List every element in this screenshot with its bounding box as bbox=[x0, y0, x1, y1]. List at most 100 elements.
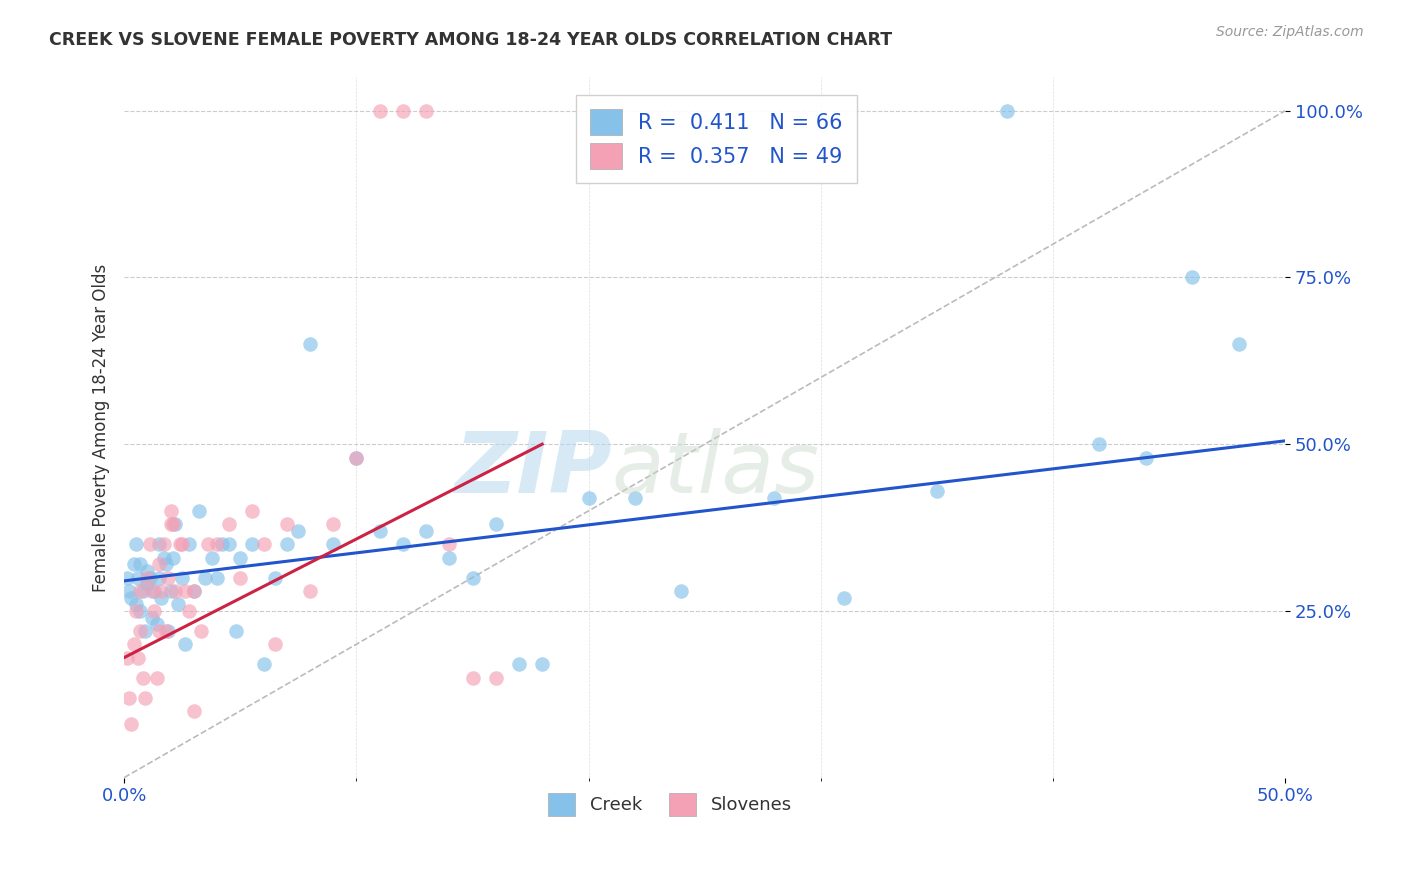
Point bbox=[197, 537, 219, 551]
Point bbox=[183, 704, 205, 718]
Point bbox=[1135, 450, 1157, 465]
Point bbox=[995, 103, 1018, 118]
Point bbox=[165, 583, 187, 598]
Point bbox=[179, 604, 201, 618]
Point bbox=[578, 491, 600, 505]
Point bbox=[531, 657, 554, 672]
Point bbox=[240, 504, 263, 518]
Point bbox=[162, 550, 184, 565]
Point bbox=[225, 624, 247, 638]
Text: atlas: atlas bbox=[612, 428, 820, 511]
Point bbox=[145, 617, 167, 632]
Point bbox=[439, 550, 461, 565]
Point bbox=[415, 524, 437, 538]
Point bbox=[344, 450, 367, 465]
Point bbox=[183, 583, 205, 598]
Point bbox=[172, 570, 194, 584]
Point bbox=[165, 517, 187, 532]
Y-axis label: Female Poverty Among 18-24 Year Olds: Female Poverty Among 18-24 Year Olds bbox=[93, 263, 110, 591]
Point bbox=[322, 537, 344, 551]
Point bbox=[150, 583, 173, 598]
Point bbox=[172, 537, 194, 551]
Point bbox=[344, 450, 367, 465]
Point bbox=[179, 537, 201, 551]
Point bbox=[194, 570, 217, 584]
Point bbox=[166, 597, 188, 611]
Point bbox=[218, 537, 240, 551]
Point bbox=[763, 491, 786, 505]
Point bbox=[173, 637, 195, 651]
Point bbox=[415, 103, 437, 118]
Point bbox=[624, 491, 647, 505]
Point bbox=[240, 537, 263, 551]
Point bbox=[148, 558, 170, 572]
Point bbox=[276, 517, 298, 532]
Point bbox=[118, 583, 141, 598]
Point bbox=[190, 624, 212, 638]
Point bbox=[461, 671, 484, 685]
Point bbox=[252, 657, 274, 672]
Point bbox=[169, 537, 191, 551]
Point bbox=[264, 637, 287, 651]
Point bbox=[298, 583, 321, 598]
Point bbox=[264, 570, 287, 584]
Point bbox=[461, 570, 484, 584]
Point bbox=[148, 570, 170, 584]
Point bbox=[129, 558, 152, 572]
Point bbox=[127, 650, 149, 665]
Point bbox=[1088, 437, 1111, 451]
Point bbox=[1227, 337, 1250, 351]
Point bbox=[187, 504, 209, 518]
Point bbox=[159, 583, 181, 598]
Point bbox=[132, 583, 155, 598]
Point bbox=[392, 103, 415, 118]
Point bbox=[136, 564, 159, 578]
Point bbox=[155, 558, 177, 572]
Point bbox=[136, 570, 159, 584]
Point bbox=[925, 483, 948, 498]
Point bbox=[218, 517, 240, 532]
Point bbox=[139, 537, 162, 551]
Point bbox=[671, 583, 693, 598]
Point bbox=[148, 537, 170, 551]
Point bbox=[157, 624, 180, 638]
Point bbox=[125, 597, 148, 611]
Point bbox=[143, 604, 166, 618]
Point bbox=[122, 637, 145, 651]
Point bbox=[159, 504, 181, 518]
Point bbox=[120, 717, 142, 731]
Point bbox=[115, 570, 138, 584]
Legend: Creek, Slovenes: Creek, Slovenes bbox=[538, 784, 800, 824]
Point bbox=[205, 570, 228, 584]
Point bbox=[439, 537, 461, 551]
Text: CREEK VS SLOVENE FEMALE POVERTY AMONG 18-24 YEAR OLDS CORRELATION CHART: CREEK VS SLOVENE FEMALE POVERTY AMONG 18… bbox=[49, 31, 893, 49]
Point bbox=[368, 103, 391, 118]
Point bbox=[287, 524, 309, 538]
Point bbox=[118, 690, 141, 705]
Point bbox=[132, 671, 155, 685]
Point bbox=[145, 671, 167, 685]
Point bbox=[298, 337, 321, 351]
Point bbox=[368, 524, 391, 538]
Point bbox=[129, 583, 152, 598]
Point bbox=[183, 583, 205, 598]
Point bbox=[211, 537, 233, 551]
Point bbox=[141, 583, 163, 598]
Point bbox=[134, 690, 156, 705]
Point bbox=[125, 604, 148, 618]
Point bbox=[152, 550, 174, 565]
Point bbox=[141, 610, 163, 624]
Point bbox=[485, 671, 508, 685]
Text: Source: ZipAtlas.com: Source: ZipAtlas.com bbox=[1216, 25, 1364, 39]
Point bbox=[159, 517, 181, 532]
Point bbox=[136, 577, 159, 591]
Point bbox=[322, 517, 344, 532]
Point bbox=[148, 624, 170, 638]
Point bbox=[143, 583, 166, 598]
Point bbox=[162, 517, 184, 532]
Point bbox=[276, 537, 298, 551]
Text: ZIP: ZIP bbox=[454, 428, 612, 511]
Point bbox=[173, 583, 195, 598]
Point bbox=[125, 537, 148, 551]
Point bbox=[392, 537, 415, 551]
